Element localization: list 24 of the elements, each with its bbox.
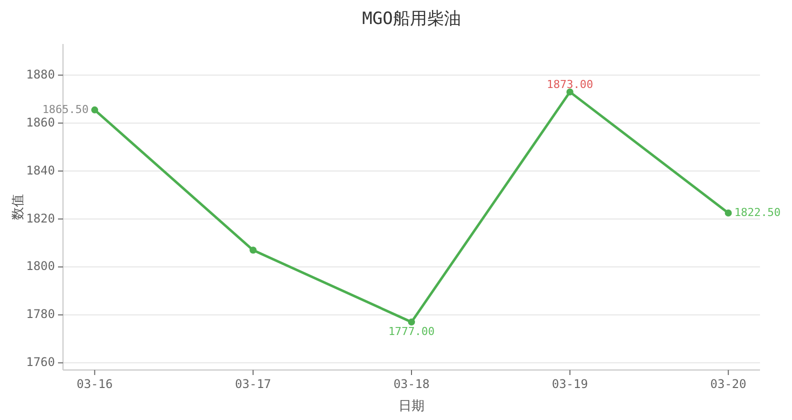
x-tick-label: 03-17 [235,377,272,391]
x-axis-title: 日期 [398,399,424,414]
data-label: 1873.00 [546,78,594,91]
data-label: 1822.50 [734,206,781,220]
x-tick-label: 03-20 [710,377,746,391]
point [250,246,257,254]
y-tick-label: 1860 [26,115,55,130]
y-axis-title: 数值 [11,194,26,220]
chart-title: MGO船用柴油 [362,9,461,29]
point [566,88,574,96]
point [724,209,732,216]
y-tick-label: 1880 [26,67,55,82]
y-tick-label: 1760 [26,355,55,370]
y-tick-label: 1820 [26,211,55,226]
point [91,106,98,114]
y-tick-label: 1800 [26,259,55,274]
x-tick-label: 03-18 [393,377,430,391]
x-tick-label: 03-19 [552,377,588,391]
data-label: 1777.00 [388,325,435,338]
point [408,318,415,326]
y-tick-label: 1840 [26,163,55,178]
y-tick-label: 1780 [26,307,55,322]
data-label: 1865.50 [42,102,89,116]
x-tick-label: 03-16 [76,377,113,391]
